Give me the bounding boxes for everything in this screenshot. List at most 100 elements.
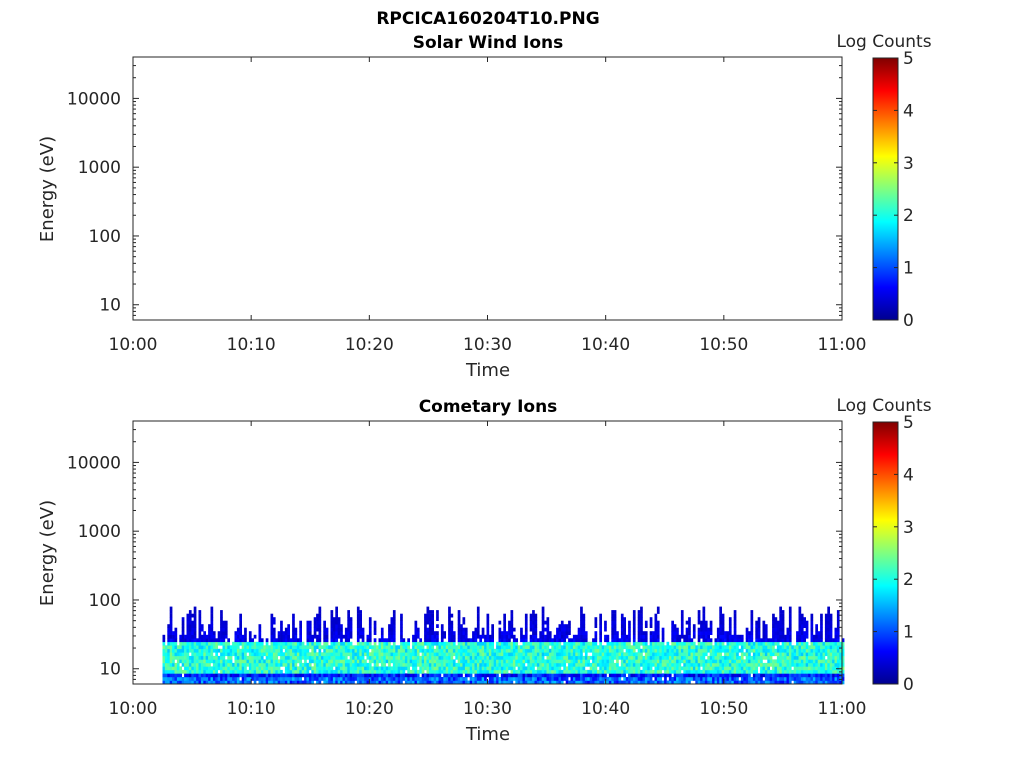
heatmap-cell bbox=[256, 673, 259, 678]
heatmap-cell bbox=[402, 655, 406, 660]
heatmap-cell bbox=[709, 631, 713, 635]
heatmap-cell bbox=[472, 638, 475, 643]
heatmap-cell bbox=[181, 648, 185, 653]
heatmap-cell bbox=[224, 627, 228, 632]
heatmap-cell bbox=[184, 673, 187, 678]
heatmap-cell bbox=[431, 652, 434, 657]
heatmap-cell bbox=[392, 617, 396, 621]
heatmap-cell bbox=[224, 659, 228, 664]
heatmap-cell bbox=[498, 659, 502, 664]
heatmap-cell bbox=[428, 669, 432, 674]
heatmap-cell bbox=[241, 648, 245, 653]
heatmap-cell bbox=[692, 655, 696, 660]
heatmap-cell bbox=[188, 677, 192, 681]
heatmap-cell bbox=[539, 673, 542, 678]
heatmap-cell bbox=[316, 638, 319, 643]
heatmap-cell bbox=[414, 659, 418, 664]
heatmap-cell bbox=[815, 677, 818, 681]
heatmap-cell bbox=[714, 641, 718, 646]
heatmap-cell bbox=[515, 662, 518, 667]
heatmap-cell bbox=[344, 645, 348, 650]
heatmap-cell bbox=[356, 610, 360, 614]
heatmap-cell bbox=[541, 634, 545, 639]
heatmap-cell bbox=[388, 638, 391, 643]
heatmap-cell bbox=[613, 617, 617, 621]
heatmap-cell bbox=[426, 673, 430, 678]
heatmap-cell bbox=[774, 652, 778, 657]
heatmap-cell bbox=[222, 645, 226, 650]
heatmap-cell bbox=[769, 662, 773, 667]
heatmap-cell bbox=[769, 673, 773, 678]
y-tick-label: 10000 bbox=[67, 89, 121, 109]
heatmap-cell bbox=[832, 680, 835, 685]
heatmap-cell bbox=[388, 669, 391, 674]
heatmap-cell bbox=[755, 624, 758, 628]
heatmap-cell bbox=[673, 634, 677, 639]
heatmap-cell bbox=[539, 662, 542, 667]
heatmap-cell bbox=[800, 641, 804, 646]
heatmap-cell bbox=[798, 610, 802, 614]
heatmap-cell bbox=[356, 677, 360, 681]
heatmap-cell bbox=[359, 648, 362, 653]
heatmap-cell bbox=[268, 662, 271, 667]
heatmap-cell bbox=[284, 669, 288, 674]
heatmap-cell bbox=[719, 669, 722, 674]
heatmap-cell bbox=[464, 627, 468, 632]
heatmap-cell bbox=[263, 673, 266, 678]
heatmap-cell bbox=[534, 634, 538, 639]
heatmap-cell bbox=[824, 666, 828, 671]
heatmap-cell bbox=[212, 655, 216, 660]
heatmap-cell bbox=[784, 638, 787, 643]
heatmap-cell bbox=[820, 617, 823, 621]
heatmap-cell bbox=[347, 641, 350, 646]
heatmap-cell bbox=[726, 666, 730, 671]
heatmap-cell bbox=[676, 645, 679, 650]
heatmap-cell bbox=[707, 659, 710, 664]
heatmap-cell bbox=[325, 638, 329, 643]
heatmap-cell bbox=[414, 666, 418, 671]
heatmap-cell bbox=[227, 641, 230, 646]
heatmap-cell bbox=[347, 648, 350, 653]
heatmap-cell bbox=[798, 641, 802, 646]
heatmap-cell bbox=[827, 634, 830, 639]
heatmap-cell bbox=[709, 627, 713, 632]
heatmap-cell bbox=[740, 652, 744, 657]
heatmap-cell bbox=[335, 659, 338, 664]
heatmap-cell bbox=[232, 673, 235, 678]
heatmap-cell bbox=[673, 669, 677, 674]
heatmap-cell bbox=[654, 680, 658, 685]
heatmap-cell bbox=[498, 655, 502, 660]
heatmap-cell bbox=[616, 641, 619, 646]
heatmap-cell bbox=[349, 624, 353, 628]
heatmap-cell bbox=[390, 645, 394, 650]
heatmap-cell bbox=[827, 680, 830, 685]
heatmap-cell bbox=[188, 673, 192, 678]
x-ticks: 10:00 10:10 10:20 10:30 10:40 10:50 11:00 bbox=[109, 57, 867, 355]
heatmap-cell bbox=[719, 610, 722, 614]
heatmap-cell bbox=[544, 662, 547, 667]
heatmap-cell bbox=[508, 631, 511, 635]
heatmap-cell bbox=[832, 638, 835, 643]
heatmap-cell bbox=[224, 662, 228, 667]
heatmap-cell bbox=[172, 666, 175, 671]
heatmap-cell bbox=[241, 634, 245, 639]
heatmap-cell bbox=[625, 680, 629, 685]
heatmap-cell bbox=[510, 610, 514, 614]
heatmap-cell bbox=[541, 669, 545, 674]
heatmap-cell bbox=[820, 624, 823, 628]
heatmap-cell bbox=[352, 645, 355, 650]
heatmap-cell bbox=[505, 666, 509, 671]
heatmap-cell bbox=[632, 641, 636, 646]
heatmap-cell bbox=[798, 606, 802, 611]
heatmap-cell bbox=[733, 669, 737, 674]
heatmap-cell bbox=[277, 677, 281, 681]
heatmap-cell bbox=[462, 666, 466, 671]
heatmap-cell bbox=[292, 624, 295, 628]
heatmap-cell bbox=[340, 634, 343, 639]
heatmap-cell bbox=[613, 631, 617, 635]
heatmap-cell bbox=[258, 662, 262, 667]
heatmap-cell bbox=[340, 680, 343, 685]
heatmap-cell bbox=[234, 669, 238, 674]
heatmap-cell bbox=[450, 655, 454, 660]
heatmap-cell bbox=[265, 655, 269, 660]
